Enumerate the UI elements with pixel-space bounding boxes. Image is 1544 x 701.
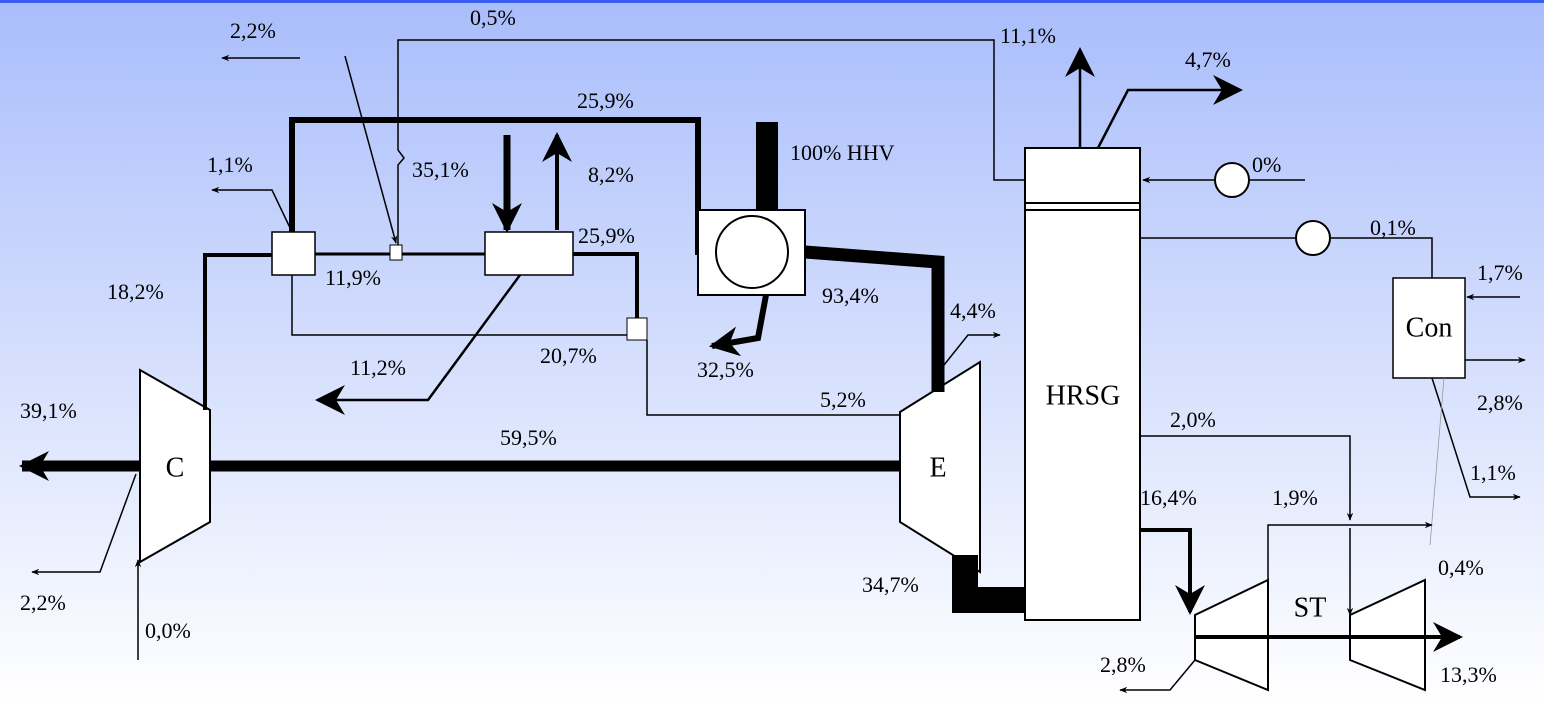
flow <box>203 253 272 410</box>
flow <box>646 340 900 416</box>
flow-label: 1,1% <box>207 152 253 177</box>
flow-label: 35,1% <box>412 157 469 182</box>
flow <box>1431 377 1521 501</box>
flow <box>1119 659 1196 694</box>
flow-label: 4,7% <box>1185 47 1231 72</box>
combustor-circle <box>715 215 789 289</box>
flow-label: 11,2% <box>350 355 406 380</box>
compressor <box>139 368 211 564</box>
expander <box>899 360 981 574</box>
flow-label: 16,4% <box>1140 485 1197 510</box>
arrow <box>1096 75 1243 149</box>
arrow <box>315 274 522 415</box>
component-label: C <box>166 452 185 483</box>
fuel-label: 100% HHV <box>790 140 895 165</box>
flow-label: 1,7% <box>1477 260 1523 285</box>
flow-label: 20,7% <box>540 343 597 368</box>
flow <box>1140 237 1433 278</box>
flow <box>291 275 627 336</box>
flow <box>573 252 639 318</box>
condenser <box>1392 277 1466 379</box>
mixer <box>271 231 316 276</box>
arrow <box>1140 528 1205 615</box>
flow-label: 0,5% <box>470 5 516 30</box>
component-label: ST <box>1294 592 1327 623</box>
splitter <box>389 244 403 261</box>
flow-label: 93,4% <box>822 283 879 308</box>
flow-label: 5,2% <box>820 387 866 412</box>
component-label: Con <box>1406 312 1453 343</box>
flow-label: 2,0% <box>1170 407 1216 432</box>
flow-label: 32,5% <box>697 357 754 382</box>
arrow <box>709 294 769 357</box>
pump <box>1214 162 1250 198</box>
splitter <box>626 317 648 341</box>
flow <box>1429 377 1445 546</box>
flow-label: 25,9% <box>577 88 634 113</box>
flow-label: 8,2% <box>588 162 634 187</box>
flow <box>211 186 293 233</box>
flow-label: 0,1% <box>1370 215 1416 240</box>
flow-label: 1,9% <box>1272 485 1318 510</box>
flow-label: 11,1% <box>1000 23 1056 48</box>
flow-label: 13,3% <box>1440 662 1497 687</box>
heat-exchanger <box>484 231 574 276</box>
component-label: E <box>929 452 946 483</box>
component-label: HRSG <box>1046 380 1121 411</box>
flow <box>939 331 1001 371</box>
top-border <box>0 0 1544 3</box>
flow-label: 25,9% <box>578 223 635 248</box>
labels: 0,5% 2,2% 11,1% 4,7% 25,9% 35,1% 8,2% 1,1% 0% 25,… <box>20 5 1523 687</box>
flow <box>344 55 398 244</box>
flows <box>18 39 1526 694</box>
flow-label: 34,7% <box>862 572 919 597</box>
flow-label: 0,4% <box>1438 555 1484 580</box>
flow-label: 0% <box>1252 152 1281 177</box>
flow-label: 18,2% <box>107 279 164 304</box>
flow-label: 4,4% <box>950 298 996 323</box>
flow <box>397 39 1025 245</box>
flow-label: 2,2% <box>20 590 66 615</box>
flow-label: 39,1% <box>20 398 77 423</box>
flow-label: 2,8% <box>1100 652 1146 677</box>
flow <box>31 473 137 576</box>
flow <box>1267 521 1433 585</box>
pump <box>1295 220 1331 256</box>
hrsg <box>1024 147 1141 621</box>
flow-label: 2,8% <box>1477 390 1523 415</box>
flow <box>1140 435 1354 521</box>
flow-label: 11,9% <box>325 265 381 290</box>
flow-label: 59,5% <box>500 425 557 450</box>
flow-label: 0,0% <box>145 618 191 643</box>
flow-label: 2,2% <box>230 18 276 43</box>
flow <box>804 245 945 392</box>
flow-label: 1,1% <box>1470 460 1516 485</box>
flow <box>952 555 1025 613</box>
